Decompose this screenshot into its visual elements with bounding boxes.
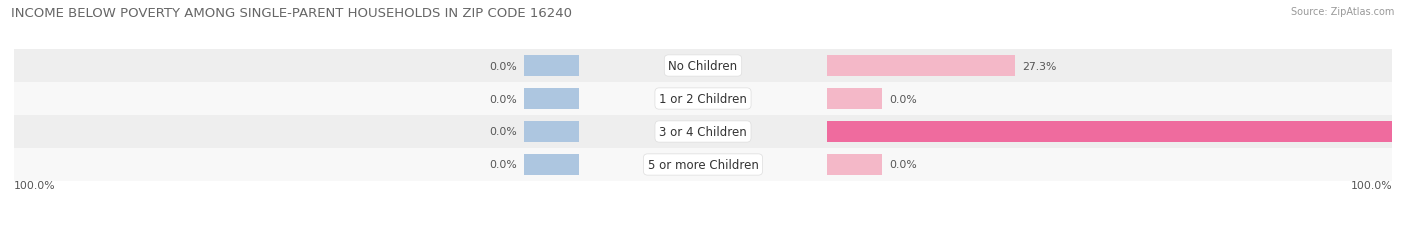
Text: 0.0%: 0.0% [489,94,517,104]
Bar [524,89,579,109]
Text: 100.0%: 100.0% [1350,180,1392,190]
Text: 0.0%: 0.0% [889,160,917,170]
Text: No Children: No Children [668,60,738,73]
Text: 100.0%: 100.0% [14,180,56,190]
Bar [14,50,1392,83]
Text: 27.3%: 27.3% [1022,61,1056,71]
Bar [827,56,1015,76]
Text: 0.0%: 0.0% [889,94,917,104]
Text: Source: ZipAtlas.com: Source: ZipAtlas.com [1291,7,1395,17]
Bar [14,83,1392,116]
Bar [827,155,882,175]
Bar [524,122,579,142]
Bar [524,155,579,175]
Bar [14,116,1392,148]
Text: 0.0%: 0.0% [489,127,517,137]
Bar [524,56,579,76]
Text: INCOME BELOW POVERTY AMONG SINGLE-PARENT HOUSEHOLDS IN ZIP CODE 16240: INCOME BELOW POVERTY AMONG SINGLE-PARENT… [11,7,572,20]
Bar [827,122,1406,142]
Text: 5 or more Children: 5 or more Children [648,158,758,171]
Text: 0.0%: 0.0% [489,160,517,170]
Text: 1 or 2 Children: 1 or 2 Children [659,93,747,106]
Text: 0.0%: 0.0% [489,61,517,71]
Text: 3 or 4 Children: 3 or 4 Children [659,125,747,138]
Bar [827,89,882,109]
Bar [14,148,1392,181]
